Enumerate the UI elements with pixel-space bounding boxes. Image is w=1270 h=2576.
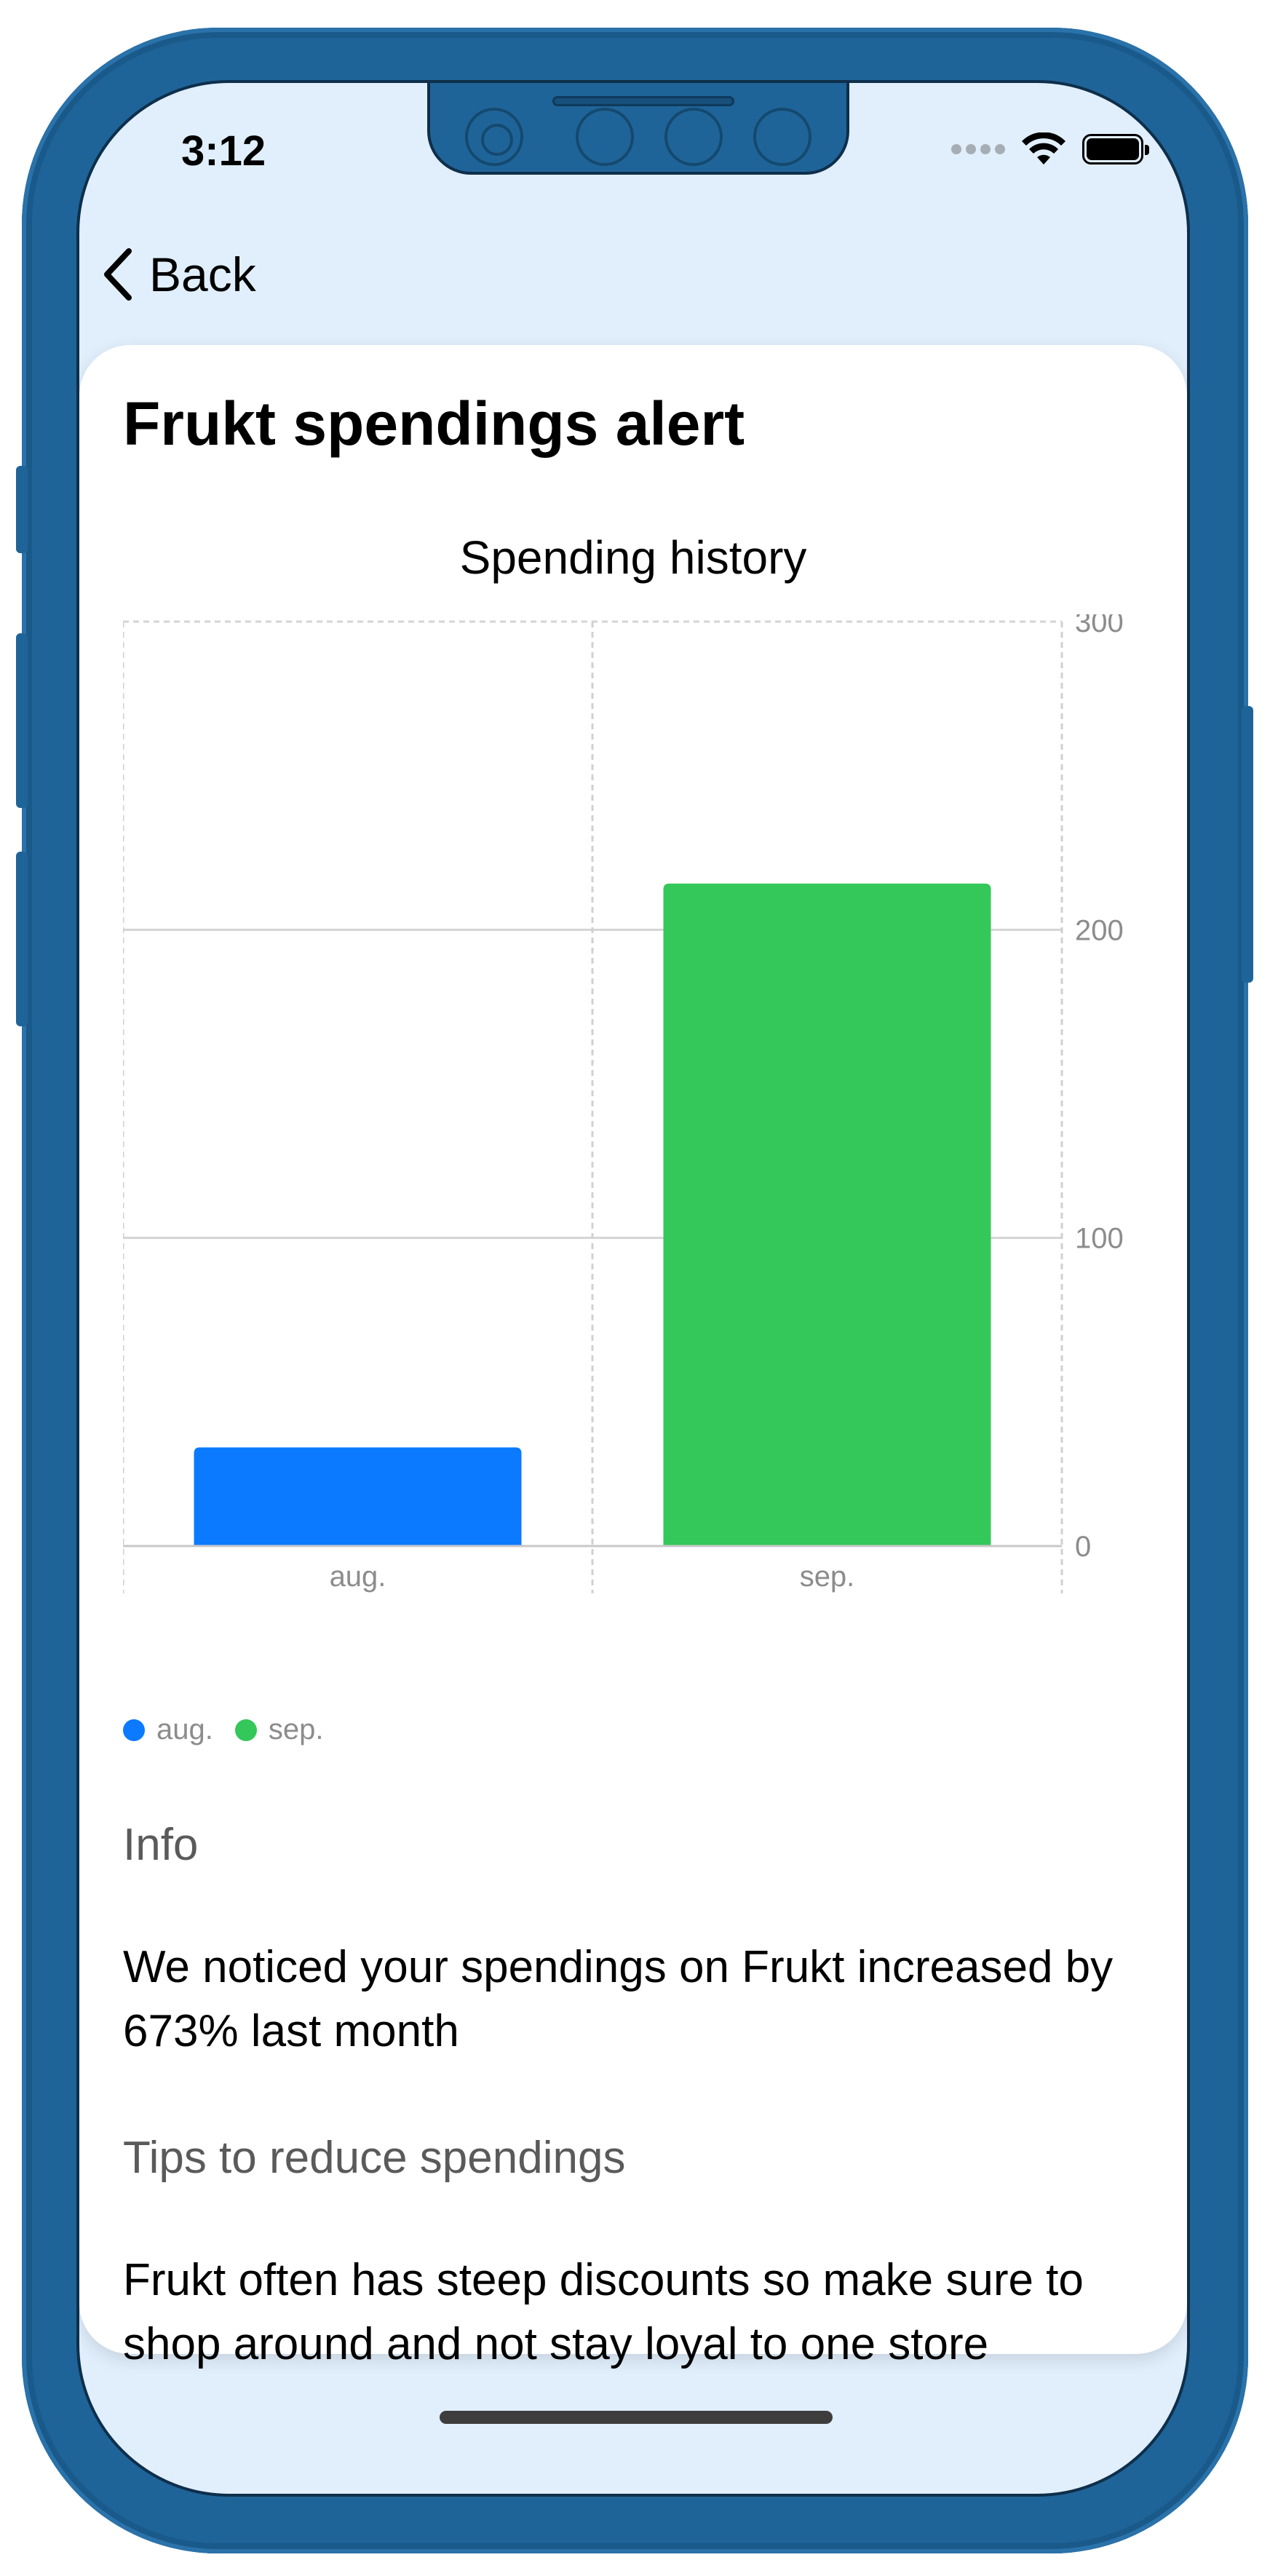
power-button — [1242, 706, 1253, 983]
front-camera — [465, 108, 523, 166]
bar-sep — [663, 883, 991, 1546]
face-id-sensor — [664, 108, 723, 166]
wifi-icon — [1022, 132, 1065, 165]
back-button[interactable]: Back — [101, 247, 256, 302]
battery-icon — [1082, 134, 1149, 165]
y-tick-label: 200 — [1075, 914, 1124, 946]
bar-aug — [194, 1447, 522, 1546]
spending-bar-chart: aug. sep. 0 100 200 300 — [123, 614, 1124, 1593]
status-icons — [951, 132, 1149, 166]
volume-up-button — [16, 633, 28, 808]
legend-label: sep. — [268, 1713, 324, 1745]
y-tick-label: 0 — [1075, 1531, 1091, 1563]
chart-title: Spending history — [459, 531, 807, 584]
phone-screen: 3:12 Back Frukt spendings alert Spending… — [76, 80, 1190, 2497]
legend-dot-icon — [234, 1719, 257, 1741]
page-title: Frukt spendings alert — [123, 389, 745, 458]
volume-down-button — [16, 852, 28, 1026]
x-tick-label: sep. — [800, 1561, 855, 1593]
earpiece-speaker — [552, 96, 734, 106]
chart-legend: aug. sep. — [123, 1713, 323, 1746]
back-label: Back — [149, 247, 256, 301]
legend-label: aug. — [156, 1713, 213, 1745]
y-tick-label: 100 — [1075, 1223, 1124, 1255]
face-id-sensor — [753, 108, 811, 166]
notch — [427, 83, 849, 175]
info-text: We noticed your spendings on Frukt incre… — [123, 1942, 1114, 2056]
legend-dot-icon — [123, 1719, 145, 1741]
legend-item: aug. — [123, 1713, 213, 1746]
signal-dots-icon — [951, 144, 1005, 154]
status-time: 3:12 — [181, 127, 266, 175]
y-tick-label: 300 — [1075, 614, 1124, 638]
alert-card: Frukt spendings alert Spending history a… — [79, 345, 1187, 2369]
home-indicator[interactable] — [440, 2411, 833, 2424]
face-id-sensor — [576, 108, 634, 166]
tips-text: Frukt often has steep discounts so make … — [123, 2255, 1084, 2369]
mute-switch — [16, 466, 28, 553]
chevron-left-icon — [104, 248, 132, 301]
info-heading: Info — [123, 1820, 199, 1870]
x-tick-label: aug. — [330, 1561, 386, 1593]
tips-heading: Tips to reduce spendings — [123, 2133, 626, 2183]
legend-item: sep. — [234, 1713, 324, 1746]
